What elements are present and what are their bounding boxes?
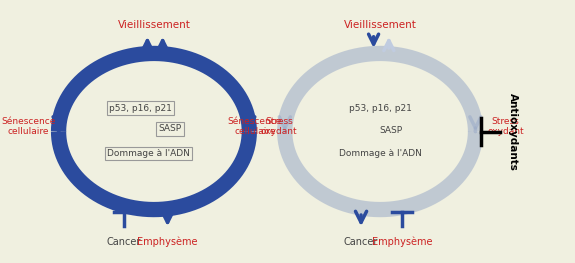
Text: Emphysème: Emphysème xyxy=(371,237,432,247)
Text: Emphysème: Emphysème xyxy=(137,237,198,247)
Text: Vieillissement: Vieillissement xyxy=(117,20,190,30)
Text: Antioxydants: Antioxydants xyxy=(508,93,518,170)
Text: Cancer: Cancer xyxy=(344,237,378,247)
Text: SASP: SASP xyxy=(380,126,402,135)
Text: Sénescence
cellulaire: Sénescence cellulaire xyxy=(228,117,282,136)
Text: p53, p16, p21: p53, p16, p21 xyxy=(348,104,412,113)
Text: Cancer: Cancer xyxy=(107,237,141,247)
Text: Vieillissement: Vieillissement xyxy=(344,20,416,30)
Text: Dommage à l'ADN: Dommage à l'ADN xyxy=(339,149,421,158)
Text: SASP: SASP xyxy=(159,124,182,133)
Text: Stress
oxydant: Stress oxydant xyxy=(487,117,524,136)
Text: Sénescence
cellulaire: Sénescence cellulaire xyxy=(1,117,56,136)
Text: p53, p16, p21: p53, p16, p21 xyxy=(109,104,172,113)
Text: Stress
oxydant: Stress oxydant xyxy=(261,117,298,136)
Text: Dommage à l'ADN: Dommage à l'ADN xyxy=(107,149,190,158)
